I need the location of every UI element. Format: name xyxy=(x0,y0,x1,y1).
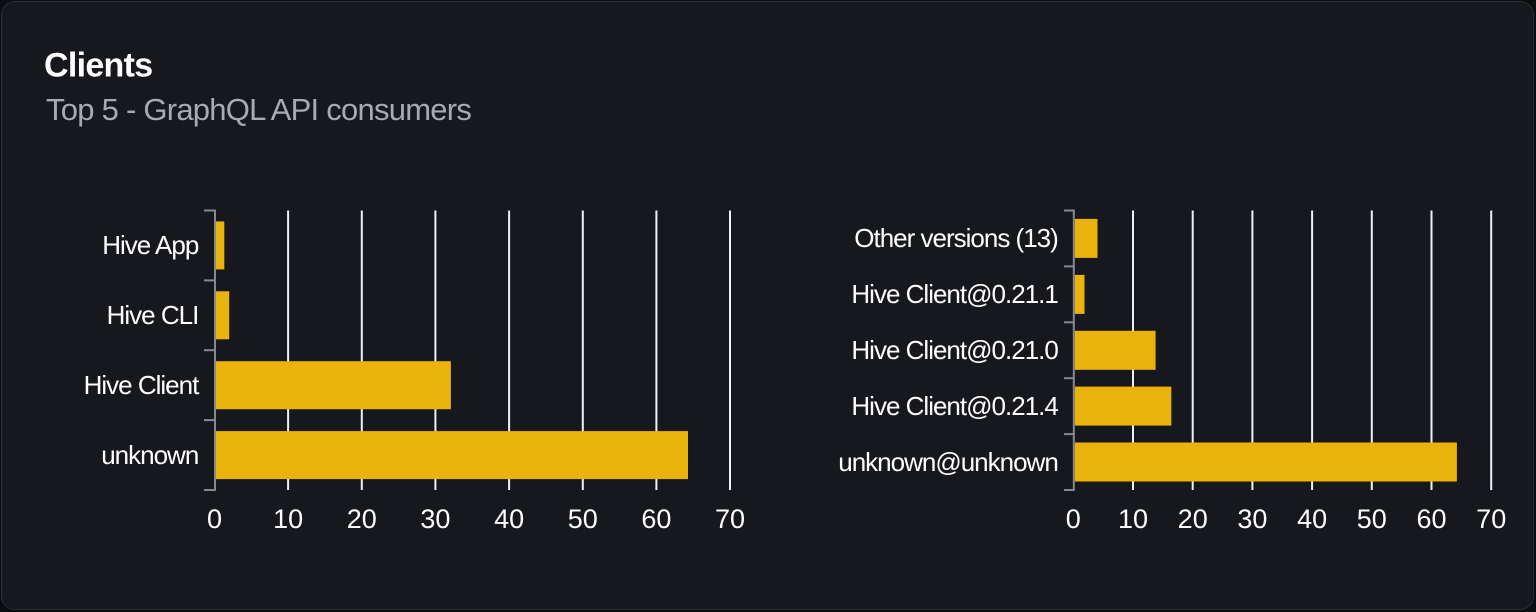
svg-text:Hive Client@0.21.4: Hive Client@0.21.4 xyxy=(851,391,1058,421)
svg-text:Top 5 - GraphQL API consumers: Top 5 - GraphQL API consumers xyxy=(46,92,471,127)
svg-text:50: 50 xyxy=(568,504,598,534)
svg-text:unknown@unknown: unknown@unknown xyxy=(838,447,1058,477)
svg-text:Hive Client@0.21.1: Hive Client@0.21.1 xyxy=(851,279,1058,309)
svg-text:unknown: unknown xyxy=(101,440,198,470)
svg-text:20: 20 xyxy=(1178,504,1208,534)
svg-text:20: 20 xyxy=(347,504,377,534)
svg-text:70: 70 xyxy=(715,504,745,534)
svg-text:Hive App: Hive App xyxy=(102,230,199,260)
svg-text:0: 0 xyxy=(1066,504,1081,534)
svg-text:Hive Client@0.21.0: Hive Client@0.21.0 xyxy=(851,335,1058,365)
svg-text:10: 10 xyxy=(273,504,303,534)
svg-text:Hive CLI: Hive CLI xyxy=(107,300,199,330)
svg-text:60: 60 xyxy=(641,504,671,534)
svg-text:50: 50 xyxy=(1357,504,1387,534)
svg-text:10: 10 xyxy=(1118,504,1148,534)
svg-text:40: 40 xyxy=(1297,504,1327,534)
svg-text:Other versions (13): Other versions (13) xyxy=(854,223,1058,253)
svg-text:Clients: Clients xyxy=(44,46,152,84)
svg-text:Hive Client: Hive Client xyxy=(84,370,200,400)
svg-text:30: 30 xyxy=(1237,504,1267,534)
svg-text:30: 30 xyxy=(420,504,450,534)
svg-text:70: 70 xyxy=(1476,504,1506,534)
svg-text:40: 40 xyxy=(494,504,524,534)
svg-text:60: 60 xyxy=(1416,504,1446,534)
svg-text:0: 0 xyxy=(207,504,222,534)
